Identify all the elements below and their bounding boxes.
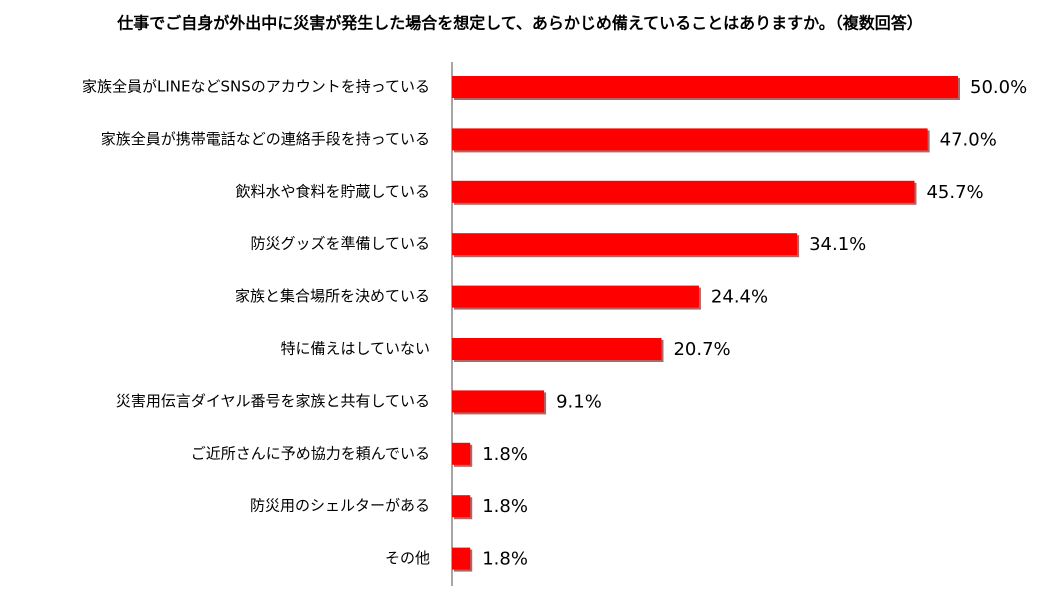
value-label: 47.0% bbox=[940, 129, 997, 150]
bar bbox=[452, 285, 699, 308]
bar bbox=[452, 338, 662, 360]
chart-title: 仕事でご自身が外出中に災害が発生した場合を想定して、あらかじめ備えていることはあ… bbox=[116, 14, 923, 33]
value-label: 1.8% bbox=[482, 549, 528, 570]
category-label: 家族全員が携帯電話などの連絡手段を持っている bbox=[101, 130, 430, 148]
value-label: 1.8% bbox=[482, 444, 528, 465]
category-label: ご近所さんに予め協力を頼んでいる bbox=[191, 444, 430, 462]
category-label: 防災用のシェルターがある bbox=[250, 497, 430, 515]
value-label: 24.4% bbox=[711, 287, 768, 308]
value-label: 34.1% bbox=[809, 234, 866, 255]
category-label: 家族と集合場所を決めている bbox=[235, 287, 430, 305]
value-label: 9.1% bbox=[556, 391, 602, 412]
bar bbox=[452, 390, 545, 413]
bar bbox=[452, 442, 471, 465]
bar bbox=[452, 547, 471, 570]
category-label: 飲料水や食料を貯蔵している bbox=[235, 182, 430, 200]
bar bbox=[452, 76, 958, 98]
bar bbox=[452, 233, 798, 256]
category-label: 家族全員がLINEなどSNSのアカウントを持っている bbox=[82, 78, 430, 96]
category-label: 災害用伝言ダイヤル番号を家族と共有している bbox=[116, 392, 430, 410]
value-label: 45.7% bbox=[926, 182, 983, 203]
bar bbox=[452, 180, 915, 203]
value-label: 1.8% bbox=[482, 496, 528, 517]
value-label: 50.0% bbox=[970, 77, 1027, 98]
category-label: その他 bbox=[385, 549, 430, 567]
value-label: 20.7% bbox=[673, 339, 730, 360]
category-label: 防災グッズを準備している bbox=[250, 235, 430, 253]
category-label: 特に備えはしていない bbox=[280, 340, 430, 358]
bar bbox=[452, 128, 928, 151]
bar bbox=[452, 495, 471, 518]
